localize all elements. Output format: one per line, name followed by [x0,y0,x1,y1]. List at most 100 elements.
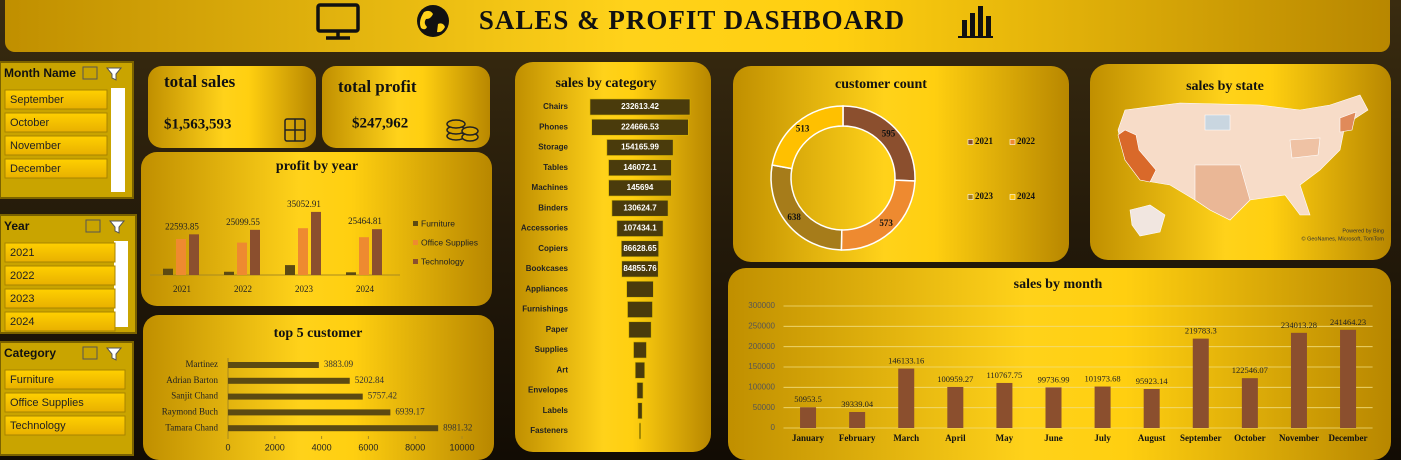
clear-filter-button[interactable] [105,67,123,81]
slicer-item[interactable] [4,112,108,133]
legend-swatch [967,139,974,145]
category-label: Chairs [543,102,568,111]
x-tick-label: 2000 [265,442,285,452]
x-tick-label: 8000 [405,442,425,452]
data-label: 50953.5 [794,394,822,404]
bar [606,139,674,156]
data-label: 101973.68 [1085,373,1121,383]
slicer-item-label: Office Supplies [10,397,84,409]
bar [224,271,234,275]
y-tick-label: 200000 [748,342,775,351]
category-label: Phones [539,122,568,131]
slicer-item[interactable] [4,311,116,332]
map-attribution: © GeoNames, Microsoft, TomTom [1302,235,1385,242]
data-label: 224666.53 [621,122,659,131]
x-tick-label: July [1094,433,1111,443]
bar [636,382,644,399]
calculator-icon [284,118,306,142]
data-label: 86628.65 [623,244,657,253]
legend-label: Furniture [421,218,455,228]
slicer-item[interactable] [4,265,116,286]
category-label: Raymond Buch [162,406,219,416]
bar [250,229,260,275]
x-tick-label: March [893,433,919,443]
slicer-item-label: December [10,163,61,175]
bar [228,377,350,384]
x-tick-label: 4000 [312,442,332,452]
data-label: 110767.75 [987,370,1023,380]
chart-title: customer count [835,77,927,92]
data-label: 154165.99 [621,143,659,152]
data-label: 513 [796,124,810,134]
data-label: 8981.32 [443,422,472,432]
slicer-item-label: 2022 [10,270,34,282]
bar [359,237,369,275]
chart-title: top 5 customer [274,326,363,341]
bar [800,407,817,428]
bar [228,393,363,400]
data-label: 241464.23 [1330,317,1366,327]
bar [608,179,672,197]
slicer-item[interactable] [4,242,116,263]
header-bar [5,0,1390,52]
slicer-item[interactable] [4,89,108,110]
data-label: 95923.14 [1136,376,1169,386]
x-tick-label: 0 [225,442,230,452]
bar [639,422,641,440]
slicer-title: Month Name [4,66,76,80]
bar [996,382,1013,428]
slicer-item-label: November [10,140,61,152]
kpi-value: $247,962 [352,115,408,131]
data-label: 146133.16 [888,356,924,366]
category-label: Art [556,365,568,374]
data-label: 5202.84 [355,375,385,385]
bar [176,239,186,275]
bar [898,368,915,428]
slicer-item[interactable] [4,158,108,179]
category-label: Martinez [186,359,218,369]
x-tick-label: November [1279,433,1319,443]
donut-slice [771,105,844,170]
multi-select-button[interactable] [82,66,98,80]
slicer-item[interactable] [4,369,126,390]
scrollbar [111,88,125,192]
bar [608,159,672,177]
y-tick-label: 50000 [753,403,776,412]
x-tick-label: September [1180,433,1222,443]
bar [237,242,247,275]
category-label: Copiers [538,244,568,253]
multi-select-button[interactable] [82,346,98,360]
bar [637,402,643,420]
slicer-item[interactable] [4,288,116,309]
category-label: Machines [532,183,569,192]
slicer-item-label: Technology [10,420,66,432]
data-label: 25464.81 [348,216,382,226]
bar [346,272,356,275]
bar [621,240,659,258]
data-label: 122546.07 [1232,365,1268,375]
slicer-item[interactable] [4,135,108,156]
bar [228,409,391,416]
x-tick-label: 6000 [358,442,378,452]
x-tick-label: April [945,433,966,443]
category-label: Sanjit Chand [171,391,218,401]
kpi-card [148,66,316,148]
x-tick-label: January [792,433,825,443]
chart-card [143,315,494,460]
us-map [1117,94,1369,237]
legend-swatch [1009,194,1016,200]
bar [372,229,382,275]
slicer-item[interactable] [4,415,126,436]
category-label: Tamara Chand [165,422,218,432]
slicer-item-label: Furniture [10,374,54,386]
bar [1241,378,1258,428]
multi-select-button[interactable] [85,219,101,233]
slicer-item[interactable] [4,392,126,413]
data-label: 638 [787,212,801,222]
clear-filter-button[interactable] [108,220,126,234]
clear-filter-button[interactable] [105,347,123,361]
category-label: Appliances [525,284,568,293]
data-label: 35052.91 [287,199,321,209]
category-label: Storage [538,143,568,152]
